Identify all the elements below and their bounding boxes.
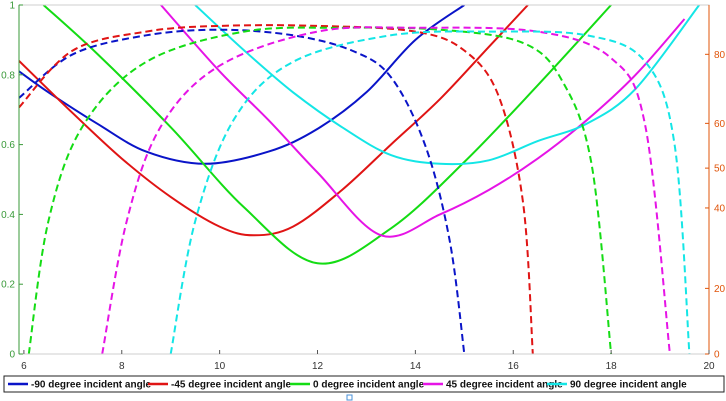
x-tick-label: 18 [606,361,618,372]
right-tick-label: 80 [714,50,726,61]
series-line-1 [19,5,529,237]
plot-lines [19,5,700,354]
series-line-6 [19,24,534,354]
series-line-8 [101,26,671,354]
x-tick-label: 16 [508,361,520,372]
legend-label: 45 degree incident angle [446,380,563,391]
legend-label: 90 degree incident angle [570,380,687,391]
right-tick-label: 0 [714,350,720,361]
right-tick-label: 20 [714,284,726,295]
right-tick-label: 50 [714,164,726,175]
left-tick-label: 0.4 [1,210,15,221]
left-tick-label: 0 [9,350,15,361]
series-line-5 [19,28,466,354]
series-line-0 [19,5,465,165]
series-line-7 [27,26,613,354]
right-tick-label: 60 [714,119,726,130]
left-tick-label: 1 [9,1,15,12]
x-tick-label: 20 [703,361,715,372]
left-tick-label: 0.6 [1,140,15,151]
x-tick-label: 12 [312,361,324,372]
series-line-9 [169,30,691,354]
resize-handle[interactable] [346,394,353,401]
legend-box [3,375,725,393]
x-tick-label: 10 [214,361,226,372]
series-line-4 [194,5,700,166]
x-tick-label: 6 [21,361,27,372]
x-tick-label: 14 [410,361,422,372]
legend-label: -45 degree incident angle [171,380,291,391]
x-tick-label: 8 [119,361,125,372]
series-line-2 [42,5,612,265]
left-tick-label: 0.8 [1,70,15,81]
right-tick-label: 40 [714,203,726,214]
legend-label: -90 degree incident angle [31,380,151,391]
legend: -90 degree incident angle -45 degree inci… [3,375,725,393]
legend-label: 0 degree incident angle [313,380,425,391]
left-tick-label: 0.2 [1,280,15,291]
